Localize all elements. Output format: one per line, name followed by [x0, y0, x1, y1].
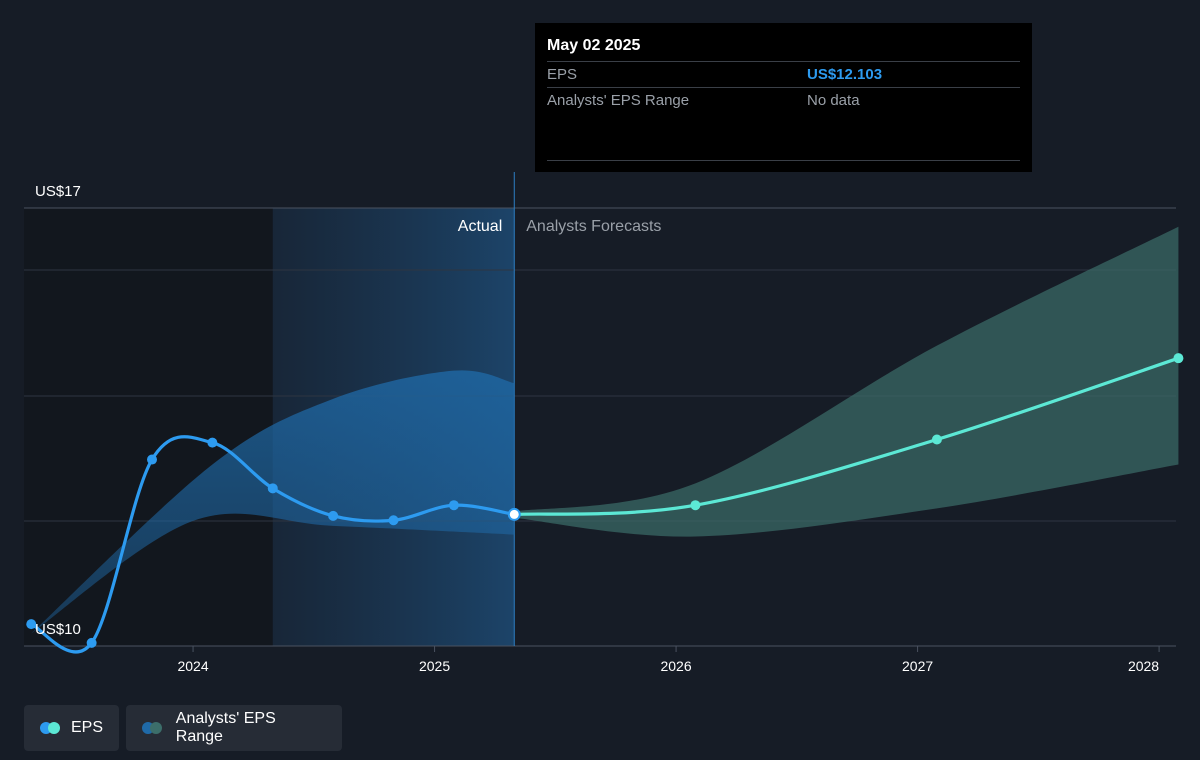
eps-line-forecast — [512, 356, 1181, 517]
hover-tooltip: May 02 2025 EPS US$12.103 Analysts' EPS … — [535, 23, 1032, 172]
actual-label: Actual — [458, 218, 502, 235]
eps-chart: US$17 US$10 2024 2025 2026 2027 2028 Actual Anal… — [24, 172, 1184, 674]
range-area-forecast — [514, 226, 1179, 537]
range-areas — [31, 226, 1179, 634]
eps-point-forecast — [1173, 353, 1184, 364]
eps-point-highlight — [507, 507, 521, 521]
forecast-label: Analysts Forecasts — [526, 218, 661, 235]
eps-points — [26, 353, 1184, 648]
y-label-max: US$17 — [35, 183, 81, 200]
tooltip-divider — [547, 160, 1020, 161]
tooltip-range-label: Analysts' EPS Range — [547, 92, 690, 109]
eps-point-forecast — [690, 500, 701, 511]
eps-line-actual — [29, 435, 516, 654]
x-tick-label: 2028 — [1128, 658, 1159, 674]
eps-point-actual — [388, 515, 399, 526]
tooltip-range-value: No data — [807, 92, 860, 109]
tooltip-row-eps: EPS US$12.103 — [547, 61, 1020, 87]
y-label-min: US$10 — [35, 621, 81, 638]
eps-point-actual — [86, 637, 97, 648]
tooltip-eps-value: US$12.103 — [807, 66, 883, 83]
tooltip-eps-label: EPS — [547, 66, 578, 83]
past-band — [24, 208, 273, 646]
legend-item-range[interactable]: Analysts' EPS Range — [126, 705, 342, 751]
eps-lines — [29, 356, 1181, 654]
axis-labels: US$17 US$10 2024 2025 2026 2027 2028 Actual Anal… — [35, 183, 1160, 674]
eps-point-actual — [147, 454, 157, 465]
eps-point-forecast — [931, 434, 942, 445]
eps-point-actual — [448, 500, 459, 511]
x-tick-label: 2024 — [177, 658, 208, 674]
x-tick-label: 2026 — [660, 658, 691, 674]
range-legend-dots-icon — [142, 722, 166, 734]
eps-point-actual — [328, 510, 339, 521]
eps-legend-dots-icon — [40, 722, 61, 734]
legend-item-eps[interactable]: EPS — [24, 705, 119, 751]
legend-eps-label: EPS — [70, 719, 103, 736]
range-area-actual — [31, 370, 515, 634]
x-tick-label: 2027 — [902, 658, 933, 674]
tooltip-date: May 02 2025 — [547, 37, 641, 54]
eps-point-actual — [267, 483, 278, 494]
eps-point-actual — [26, 619, 37, 630]
legend-range-label: Analysts' EPS Range — [175, 710, 276, 745]
eps-point-actual — [207, 437, 218, 448]
x-tick-label: 2025 — [419, 658, 450, 674]
tooltip-row-range: Analysts' EPS Range No data — [547, 87, 1020, 113]
